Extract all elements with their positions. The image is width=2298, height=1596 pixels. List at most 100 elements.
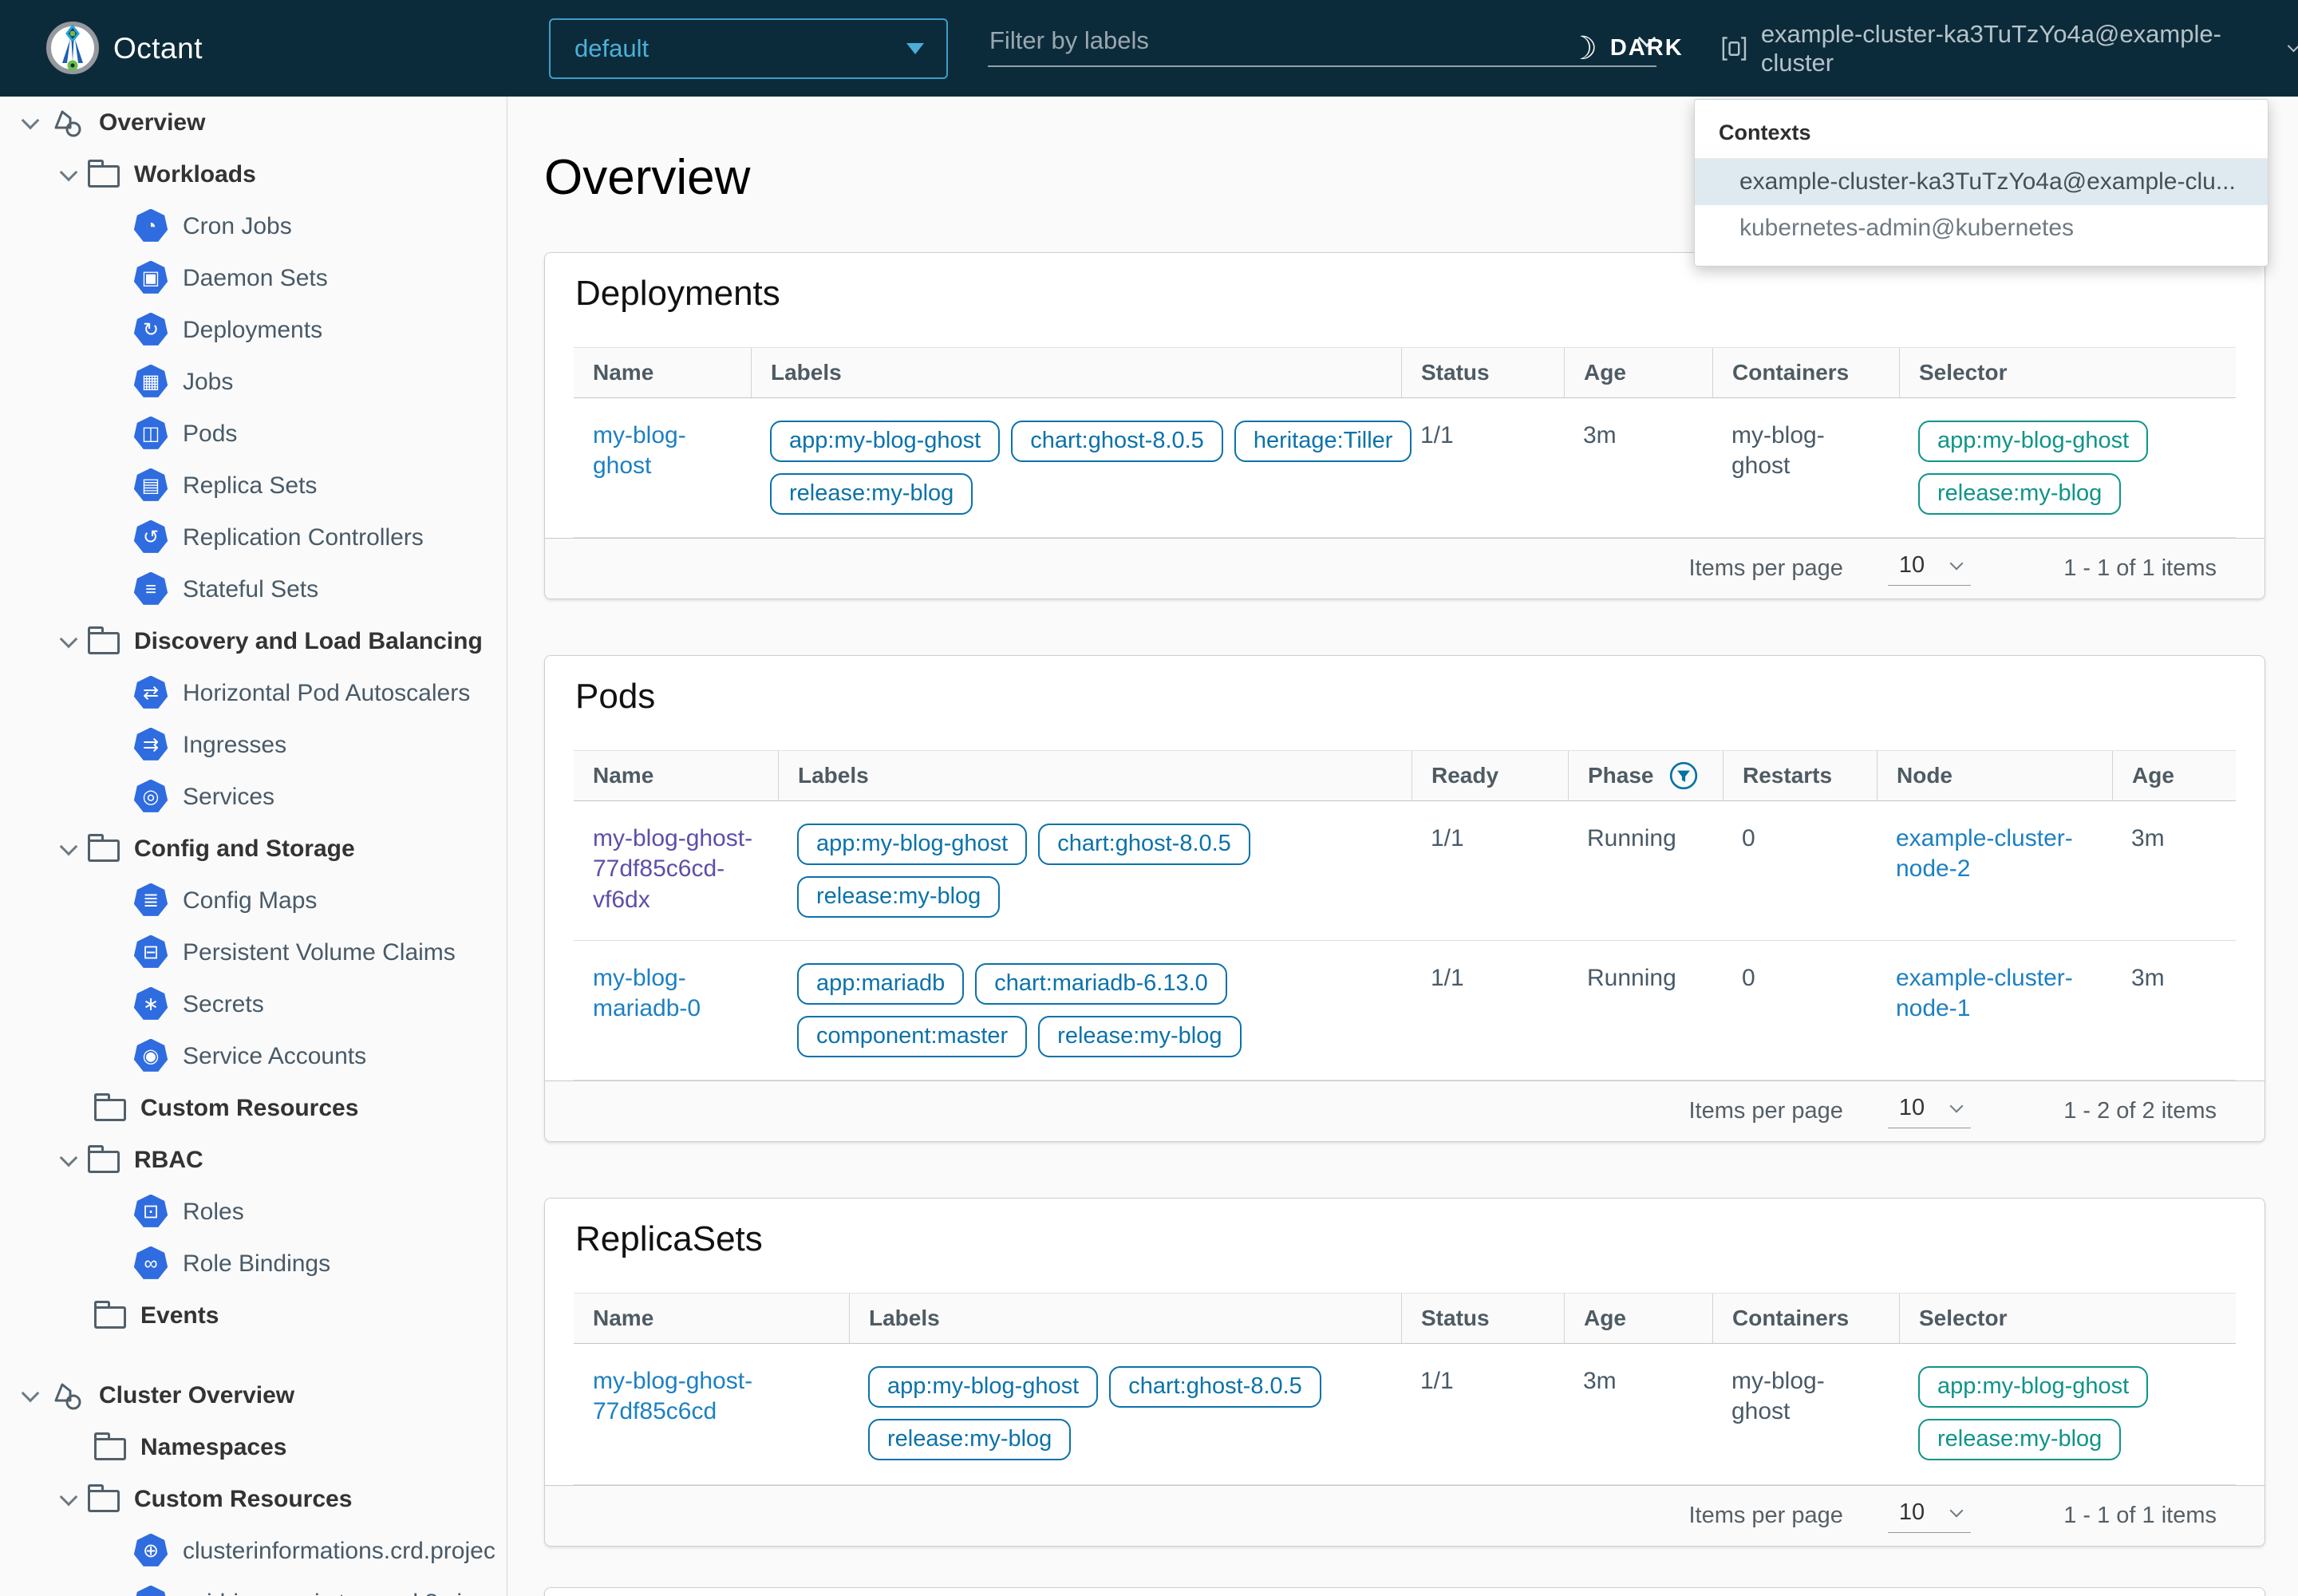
label-tag: release:my-blog <box>1038 1016 1241 1057</box>
ready-cell: 1/1 <box>1412 801 1568 940</box>
node-link[interactable]: example-cluster-node-1 <box>1896 965 2073 1021</box>
filter-by-labels-input[interactable] <box>988 24 1656 67</box>
sidebar-item-ingresses[interactable]: ⇉ Ingresses <box>0 719 507 771</box>
items-per-page-select[interactable]: 10 <box>1888 1499 1971 1533</box>
sidebar-item-custom-resources-cluster[interactable]: Custom Resources <box>0 1473 507 1525</box>
sidebar-item-role-bindings[interactable]: ∞ Role Bindings <box>0 1238 507 1290</box>
sidebar: Overview Workloads ◔ Cron Jobs ▣ Daemon … <box>0 97 507 1596</box>
sidebar-item-deployments[interactable]: ↻ Deployments <box>0 304 507 356</box>
sidebar-item-pods[interactable]: ◫ Pods <box>0 408 507 460</box>
label-tag: component:master <box>797 1016 1027 1057</box>
pods-card: Pods Name Labels Ready Phase Restarts No… <box>544 655 2265 1142</box>
sidebar-item-secrets[interactable]: ∗ Secrets <box>0 978 507 1030</box>
sidebar-item-stateful-sets[interactable]: ≡ Stateful Sets <box>0 563 507 615</box>
pod-name-link[interactable]: my-blog-mariadb-0 <box>593 965 701 1021</box>
chevron-down-icon[interactable] <box>60 163 78 181</box>
sidebar-item-replication-controllers[interactable]: ↺ Replication Controllers <box>0 512 507 563</box>
card-title: ReplicaSets <box>574 1199 2236 1259</box>
chevron-down-icon[interactable] <box>60 630 78 648</box>
deployment-name-link[interactable]: my-blog-ghost <box>593 422 686 479</box>
sidebar-item-replica-sets[interactable]: ▤ Replica Sets <box>0 460 507 512</box>
column-header-phase: Phase <box>1568 751 1723 800</box>
card-title: Pods <box>574 656 2236 717</box>
restarts-cell: 0 <box>1723 801 1877 940</box>
contexts-dropdown: Contexts example-cluster-ka3TuTzYo4a@exa… <box>1694 99 2268 267</box>
filter-icon[interactable] <box>1668 760 1699 791</box>
age-cell: 3m <box>1564 1344 1712 1484</box>
folder-icon <box>94 1306 126 1329</box>
items-per-page-select[interactable]: 10 <box>1888 1095 1971 1128</box>
sidebar-item-config-and-storage[interactable]: Config and Storage <box>0 823 507 875</box>
applications-icon <box>49 1378 85 1413</box>
pod-name-link[interactable]: my-blog-ghost-77df85c6cd-vf6dx <box>593 825 752 913</box>
phase-cell: Running <box>1568 941 1723 1080</box>
label-tag: chart:ghost-8.0.5 <box>1011 421 1223 462</box>
sidebar-item-custom-resources[interactable]: Custom Resources <box>0 1082 507 1134</box>
pods-table: Name Labels Ready Phase Restarts Node Ag… <box>574 750 2236 1141</box>
sidebar-item-config-maps[interactable]: ≣ Config Maps <box>0 875 507 926</box>
sidebar-item-events[interactable]: Events <box>0 1290 507 1341</box>
folder-icon <box>94 1438 126 1460</box>
sidebar-item-roles[interactable]: ⊡ Roles <box>0 1186 507 1238</box>
sidebar-item-persistent-volume-claims[interactable]: ⊟ Persistent Volume Claims <box>0 926 507 978</box>
sidebar-item-workloads[interactable]: Workloads <box>0 148 507 200</box>
ready-cell: 1/1 <box>1412 941 1568 1080</box>
folder-icon <box>88 839 120 862</box>
sidebar-item-daemon-sets[interactable]: ▣ Daemon Sets <box>0 252 507 304</box>
rolebindings-icon: ∞ <box>133 1246 168 1282</box>
dropdown-triangle-icon <box>906 43 924 54</box>
deployments-card: Deployments Name Labels Status Age Conta… <box>544 252 2265 599</box>
table-pagination: Items per page 10 1 - 1 of 1 items <box>545 538 2264 598</box>
context-menu-item[interactable]: kubernetes-admin@kubernetes <box>1695 205 2268 251</box>
replicaset-name-link[interactable]: my-blog-ghost-77df85c6cd <box>593 1368 752 1424</box>
context-selector[interactable]: example-cluster-ka3TuTzYo4a@example-clus… <box>1720 0 2298 97</box>
node-link[interactable]: example-cluster-node-2 <box>1896 825 2073 882</box>
label-tag: app:my-blog-ghost <box>868 1366 1098 1408</box>
chevron-down-icon[interactable] <box>60 1148 78 1167</box>
chevron-down-icon[interactable] <box>60 1487 78 1506</box>
sidebar-item-clusterinformations[interactable]: ⊕ clusterinformations.crd.projec <box>0 1525 507 1577</box>
restarts-cell: 0 <box>1723 941 1877 1080</box>
table-pagination: Items per page 10 1 - 2 of 2 items <box>545 1080 2264 1141</box>
column-header-node: Node <box>1877 751 2112 800</box>
chevron-down-icon[interactable] <box>60 837 78 855</box>
sidebar-item-cron-jobs[interactable]: ◔ Cron Jobs <box>0 200 507 252</box>
sidebar-item-rbac[interactable]: RBAC <box>0 1134 507 1186</box>
namespace-select[interactable]: default <box>549 18 948 79</box>
table-header-row: Name Labels Ready Phase Restarts Node Ag… <box>574 750 2236 801</box>
sidebar-item-overview[interactable]: Overview <box>0 97 507 148</box>
column-header-selector: Selector <box>1899 348 2236 397</box>
sidebar-item-services[interactable]: ◎ Services <box>0 771 507 823</box>
selector-tag: app:my-blog-ghost <box>1918 421 2148 462</box>
sidebar-item-jobs[interactable]: ▦ Jobs <box>0 356 507 408</box>
dark-theme-toggle[interactable]: ☾ DARK <box>1569 0 1684 97</box>
moon-icon: ☾ <box>1569 33 1597 65</box>
column-header-labels: Labels <box>778 751 1412 800</box>
items-per-page-select[interactable]: 10 <box>1888 552 1971 586</box>
phase-cell: Running <box>1568 801 1723 940</box>
status-cell: 1/1 <box>1401 398 1564 537</box>
sidebar-item-csidrivers[interactable]: ⊕ csidrivers.csi.storage.k8s.io <box>0 1577 507 1596</box>
folder-icon <box>88 165 120 188</box>
sidebar-item-namespaces[interactable]: Namespaces <box>0 1421 507 1473</box>
contexts-dropdown-title: Contexts <box>1695 100 2268 159</box>
context-menu-item[interactable]: example-cluster-ka3TuTzYo4a@example-clu.… <box>1695 159 2268 205</box>
sidebar-item-discovery-and-load-balancing[interactable]: Discovery and Load Balancing <box>0 615 507 667</box>
sidebar-item-horizontal-pod-autoscalers[interactable]: ⇄ Horizontal Pod Autoscalers <box>0 667 507 719</box>
column-header-restarts: Restarts <box>1723 751 1877 800</box>
status-cell: 1/1 <box>1401 1344 1564 1484</box>
main-content: Overview Deployments Name Labels Status … <box>508 97 2298 1596</box>
replicationcontrollers-icon: ↺ <box>133 520 168 555</box>
age-cell: 3m <box>2112 941 2236 1080</box>
replicasets-card: ReplicaSets Name Labels Status Age Conta… <box>544 1198 2265 1547</box>
age-cell: 3m <box>1564 398 1712 537</box>
items-per-page-label: Items per page <box>1688 555 1842 582</box>
sidebar-item-service-accounts[interactable]: ◉ Service Accounts <box>0 1030 507 1082</box>
chevron-down-icon[interactable] <box>22 111 40 129</box>
replicasets-table: Name Labels Status Age Containers Select… <box>574 1293 2236 1546</box>
folder-icon <box>88 632 120 654</box>
sidebar-item-cluster-overview[interactable]: Cluster Overview <box>0 1369 507 1421</box>
chevron-down-icon[interactable] <box>22 1384 40 1402</box>
applications-icon <box>49 105 85 140</box>
pagination-range: 1 - 1 of 1 items <box>2063 1503 2217 1529</box>
